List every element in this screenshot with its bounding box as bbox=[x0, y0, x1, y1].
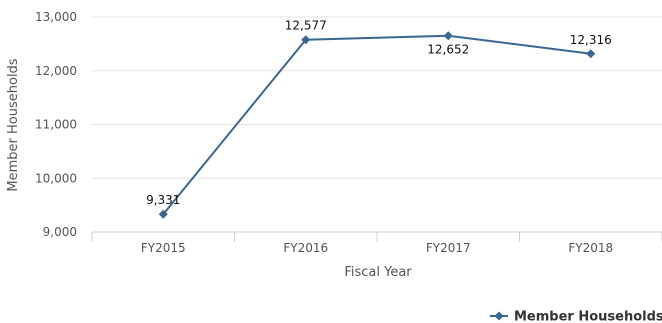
series-line bbox=[162, 34, 591, 215]
legend[interactable]: Member Households bbox=[490, 310, 662, 323]
data-point-marker[interactable] bbox=[586, 49, 596, 59]
data-label: 12,577 bbox=[285, 19, 327, 33]
y-tick-label: 11,000 bbox=[35, 118, 77, 132]
y-axis-title: Member Households bbox=[6, 58, 21, 191]
data-label: 9,331 bbox=[146, 193, 180, 207]
data-label: 12,316 bbox=[570, 33, 612, 47]
x-tick-label: FY2017 bbox=[426, 241, 471, 255]
data-point-marker[interactable] bbox=[301, 35, 311, 45]
y-tick-label: 13,000 bbox=[35, 10, 77, 24]
y-tick-label: 10,000 bbox=[35, 171, 77, 185]
data-label: 12,652 bbox=[427, 43, 469, 57]
series-layer bbox=[158, 31, 596, 219]
x-tick-label: FY2015 bbox=[141, 241, 186, 255]
x-tick-label: FY2018 bbox=[568, 241, 613, 255]
x-tick-label: FY2016 bbox=[283, 241, 328, 255]
legend-marker bbox=[494, 311, 504, 321]
y-tick-label: 9,000 bbox=[43, 225, 77, 239]
y-tick-label: 12,000 bbox=[35, 64, 77, 78]
gridlines bbox=[92, 16, 662, 179]
data-point-marker[interactable] bbox=[158, 209, 168, 219]
data-labels: 9,331 12,577 12,652 12,316 bbox=[146, 19, 612, 207]
data-point-marker[interactable] bbox=[443, 31, 453, 41]
legend-label: Member Households bbox=[514, 310, 662, 323]
axes: 9,000 10,000 11,000 12,000 13,000 FY2015 FY201… bbox=[35, 10, 662, 255]
x-axis-title: Fiscal Year bbox=[344, 265, 412, 280]
